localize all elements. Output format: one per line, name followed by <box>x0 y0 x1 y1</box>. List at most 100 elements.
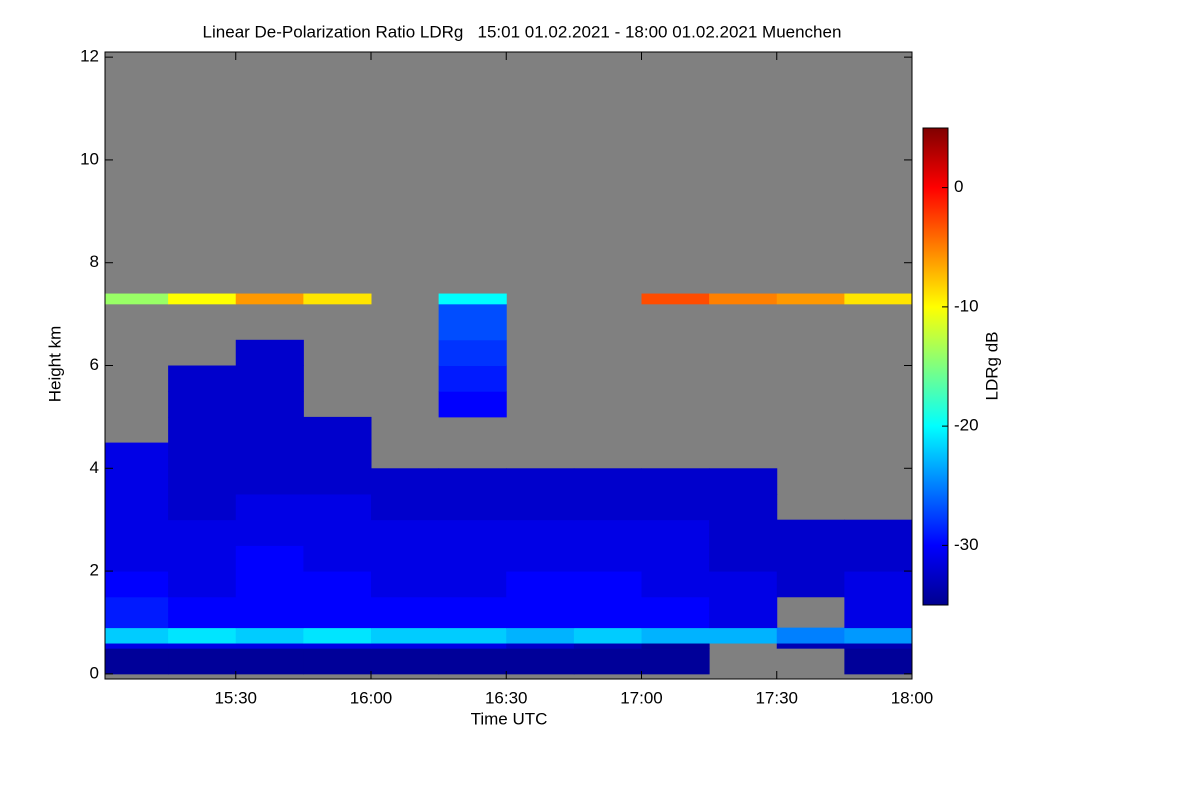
heatmap-cell <box>709 519 778 546</box>
heatmap-cell <box>168 493 237 521</box>
heatmap-cell <box>303 648 372 675</box>
heatmap-cell <box>235 416 304 444</box>
heatmap-cell <box>776 571 845 598</box>
heatmap-cell <box>709 493 778 521</box>
y-tick-label: 6 <box>90 355 99 374</box>
y-axis-label: Height km <box>45 326 64 403</box>
y-tick-label: 4 <box>90 458 99 477</box>
heatmap-cell <box>641 627 710 644</box>
heatmap-cell <box>168 442 237 469</box>
heatmap-cell <box>506 545 575 572</box>
colorbar <box>922 127 949 606</box>
heatmap-cell <box>844 627 913 644</box>
x-axis-label: Time UTC <box>471 709 548 728</box>
y-tick-label: 0 <box>90 663 99 682</box>
heatmap-cell <box>776 643 845 649</box>
heatmap-cell <box>235 293 304 305</box>
heatmap-cell <box>573 545 642 572</box>
heatmap-cell <box>641 643 710 649</box>
heatmap-cell <box>303 545 372 572</box>
heatmap-cell <box>438 468 507 495</box>
heatmap-cell <box>438 365 507 392</box>
heatmap-cell <box>844 643 913 649</box>
heatmap-cells <box>105 293 913 675</box>
x-tick-label: 18:00 <box>891 688 934 707</box>
heatmap-cell <box>303 493 372 521</box>
heatmap-cell <box>168 416 237 444</box>
colorbar-tick-label: 0 <box>954 177 963 196</box>
heatmap-cell <box>506 627 575 644</box>
colorbar-tick-label: -10 <box>954 296 979 315</box>
heatmap-cell <box>105 293 169 305</box>
heatmap-cell <box>844 519 913 546</box>
heatmap-cell <box>370 571 440 598</box>
heatmap-cell <box>235 365 304 392</box>
chart-title: Linear De-Polarization Ratio LDRg 15:01 … <box>203 22 842 41</box>
heatmap-cell <box>844 545 913 572</box>
heatmap-cell <box>776 293 845 305</box>
heatmap-cell <box>573 648 642 675</box>
heatmap-cell <box>844 648 913 675</box>
heatmap-cell <box>573 643 642 649</box>
heatmap-cell <box>438 545 507 572</box>
heatmap-cell <box>370 545 440 572</box>
heatmap-cell <box>370 643 440 649</box>
heatmap-cell <box>370 493 440 521</box>
heatmap-cell <box>438 571 507 598</box>
heatmap-cell <box>303 571 372 598</box>
y-tick-label: 8 <box>90 252 99 271</box>
heatmap-cell <box>303 442 372 469</box>
heatmap-cell <box>776 545 845 572</box>
heatmap-cell <box>641 493 710 521</box>
heatmap-cell <box>438 293 507 305</box>
heatmap-cell <box>235 571 304 598</box>
heatmap-cell <box>168 627 237 644</box>
heatmap-cell <box>303 643 372 649</box>
heatmap-cell <box>168 519 237 546</box>
heatmap-cell <box>506 493 575 521</box>
heatmap-cell <box>168 596 237 629</box>
heatmap-cell <box>506 596 575 629</box>
heatmap-cell <box>506 519 575 546</box>
heatmap-cell <box>438 627 507 644</box>
heatmap-cell <box>438 648 507 675</box>
heatmap-cell <box>235 391 304 418</box>
heatmap-cell <box>709 468 778 495</box>
heatmap-cell <box>438 596 507 629</box>
colorbar-tick-label: -30 <box>954 535 979 554</box>
heatmap-cell <box>235 596 304 629</box>
heatmap-cell <box>370 596 440 629</box>
heatmap-cell <box>573 519 642 546</box>
heatmap-cell <box>506 648 575 675</box>
heatmap-cell <box>235 643 304 649</box>
heatmap-cell <box>235 468 304 495</box>
heatmap-cell <box>105 571 169 598</box>
heatmap-cell <box>168 648 237 675</box>
heatmap-cell <box>105 596 169 629</box>
y-tick-label: 12 <box>80 47 99 66</box>
heatmap-cell <box>573 596 642 629</box>
heatmap-cell <box>303 596 372 629</box>
heatmap-cell <box>709 545 778 572</box>
heatmap-cell <box>709 627 778 644</box>
heatmap-cell <box>844 571 913 598</box>
heatmap-cell <box>438 303 507 341</box>
heatmap-cell <box>235 339 304 366</box>
heatmap-cell <box>641 596 710 629</box>
heatmap-cell <box>776 627 845 644</box>
heatmap-cell <box>105 519 169 546</box>
heatmap-cell <box>438 643 507 649</box>
heatmap-cell <box>235 648 304 675</box>
heatmap-cell <box>303 293 372 305</box>
heatmap-cell <box>641 519 710 546</box>
heatmap-cell <box>370 627 440 644</box>
heatmap-cell <box>573 493 642 521</box>
heatmap-cell <box>506 468 575 495</box>
heatmap-cell <box>506 571 575 598</box>
heatmap-cell <box>573 627 642 644</box>
heatmap-cell <box>235 545 304 572</box>
heatmap-cell <box>303 468 372 495</box>
heatmap-cell <box>641 545 710 572</box>
x-tick-label: 16:00 <box>350 688 393 707</box>
